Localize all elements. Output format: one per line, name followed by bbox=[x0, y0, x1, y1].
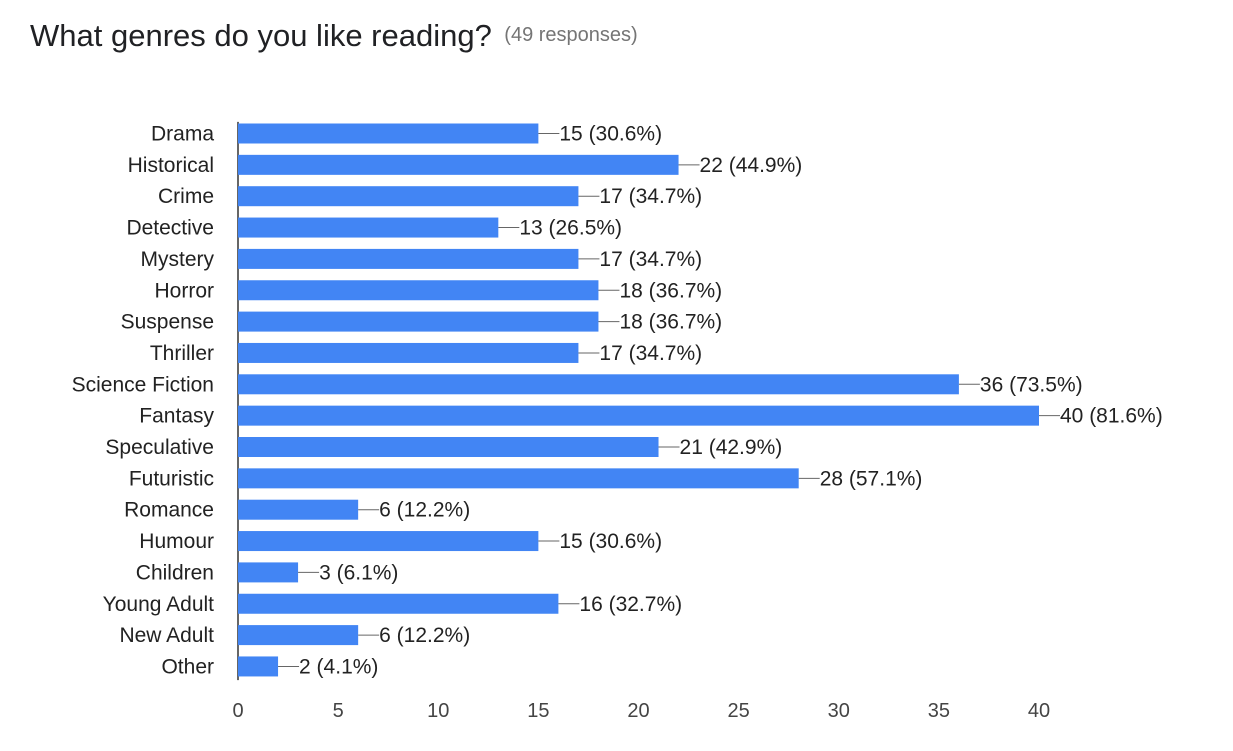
bar bbox=[238, 123, 539, 144]
bar bbox=[238, 593, 559, 614]
x-tick-label: 25 bbox=[728, 700, 750, 722]
bar bbox=[238, 499, 359, 520]
category-label: Children bbox=[136, 561, 214, 584]
bar bbox=[238, 311, 599, 332]
data-label: 18 (36.7%) bbox=[619, 311, 722, 334]
category-label: Horror bbox=[154, 279, 214, 302]
bar bbox=[238, 154, 679, 175]
category-label: Humour bbox=[139, 530, 214, 553]
data-label: 22 (44.9%) bbox=[700, 154, 803, 177]
data-label: 15 (30.6%) bbox=[559, 530, 662, 553]
category-label: Young Adult bbox=[103, 593, 215, 616]
category-label: Drama bbox=[151, 123, 214, 146]
category-label: Speculative bbox=[105, 436, 214, 459]
category-label: Crime bbox=[158, 185, 214, 208]
category-label: Historical bbox=[128, 154, 214, 177]
data-label: 17 (34.7%) bbox=[599, 185, 702, 208]
data-label: 6 (12.2%) bbox=[379, 624, 470, 647]
bar bbox=[238, 186, 579, 207]
x-tick-label: 35 bbox=[928, 700, 950, 722]
bar bbox=[238, 437, 659, 457]
data-label: 2 (4.1%) bbox=[299, 655, 378, 678]
data-label: 18 (36.7%) bbox=[619, 279, 722, 302]
bar bbox=[238, 405, 1039, 426]
category-label: Romance bbox=[124, 499, 214, 522]
x-tick-label: 15 bbox=[527, 700, 549, 722]
data-label: 21 (42.9%) bbox=[680, 436, 783, 459]
chart-header: What genres do you like reading? (49 res… bbox=[30, 18, 638, 54]
bar bbox=[238, 531, 539, 552]
data-label: 3 (6.1%) bbox=[319, 561, 398, 584]
category-label: Futuristic bbox=[129, 467, 214, 490]
bar bbox=[238, 468, 799, 489]
category-label: Thriller bbox=[150, 342, 214, 365]
bar bbox=[238, 248, 579, 269]
x-tick-label: 40 bbox=[1028, 700, 1050, 722]
chart-title: What genres do you like reading? bbox=[30, 18, 492, 53]
x-tick-label: 20 bbox=[627, 700, 649, 722]
x-tick-label: 10 bbox=[427, 700, 449, 722]
bar bbox=[238, 217, 499, 238]
data-label: 6 (12.2%) bbox=[379, 499, 470, 522]
x-tick-label: 30 bbox=[828, 700, 850, 722]
bar bbox=[238, 374, 959, 395]
category-label: New Adult bbox=[119, 624, 214, 647]
data-label: 40 (81.6%) bbox=[1060, 405, 1163, 428]
data-label: 17 (34.7%) bbox=[599, 342, 702, 365]
x-tick-label: 5 bbox=[333, 700, 344, 722]
category-label: Detective bbox=[126, 217, 214, 240]
category-label: Other bbox=[161, 655, 214, 678]
data-label: 28 (57.1%) bbox=[820, 467, 923, 490]
category-label: Suspense bbox=[121, 311, 214, 334]
bar bbox=[238, 342, 579, 363]
bar bbox=[238, 625, 359, 646]
data-label: 36 (73.5%) bbox=[980, 373, 1083, 396]
x-tick-label: 0 bbox=[232, 700, 243, 722]
category-label: Fantasy bbox=[139, 405, 214, 428]
data-label: 17 (34.7%) bbox=[599, 248, 702, 271]
category-label: Science Fiction bbox=[72, 373, 214, 396]
bar bbox=[238, 562, 299, 583]
data-label: 16 (32.7%) bbox=[579, 593, 682, 616]
bar bbox=[238, 656, 279, 677]
response-count: (49 responses) bbox=[504, 24, 638, 46]
data-label: 13 (26.5%) bbox=[519, 217, 622, 240]
data-label: 15 (30.6%) bbox=[559, 123, 662, 146]
category-label: Mystery bbox=[141, 248, 215, 271]
bar bbox=[238, 280, 599, 301]
